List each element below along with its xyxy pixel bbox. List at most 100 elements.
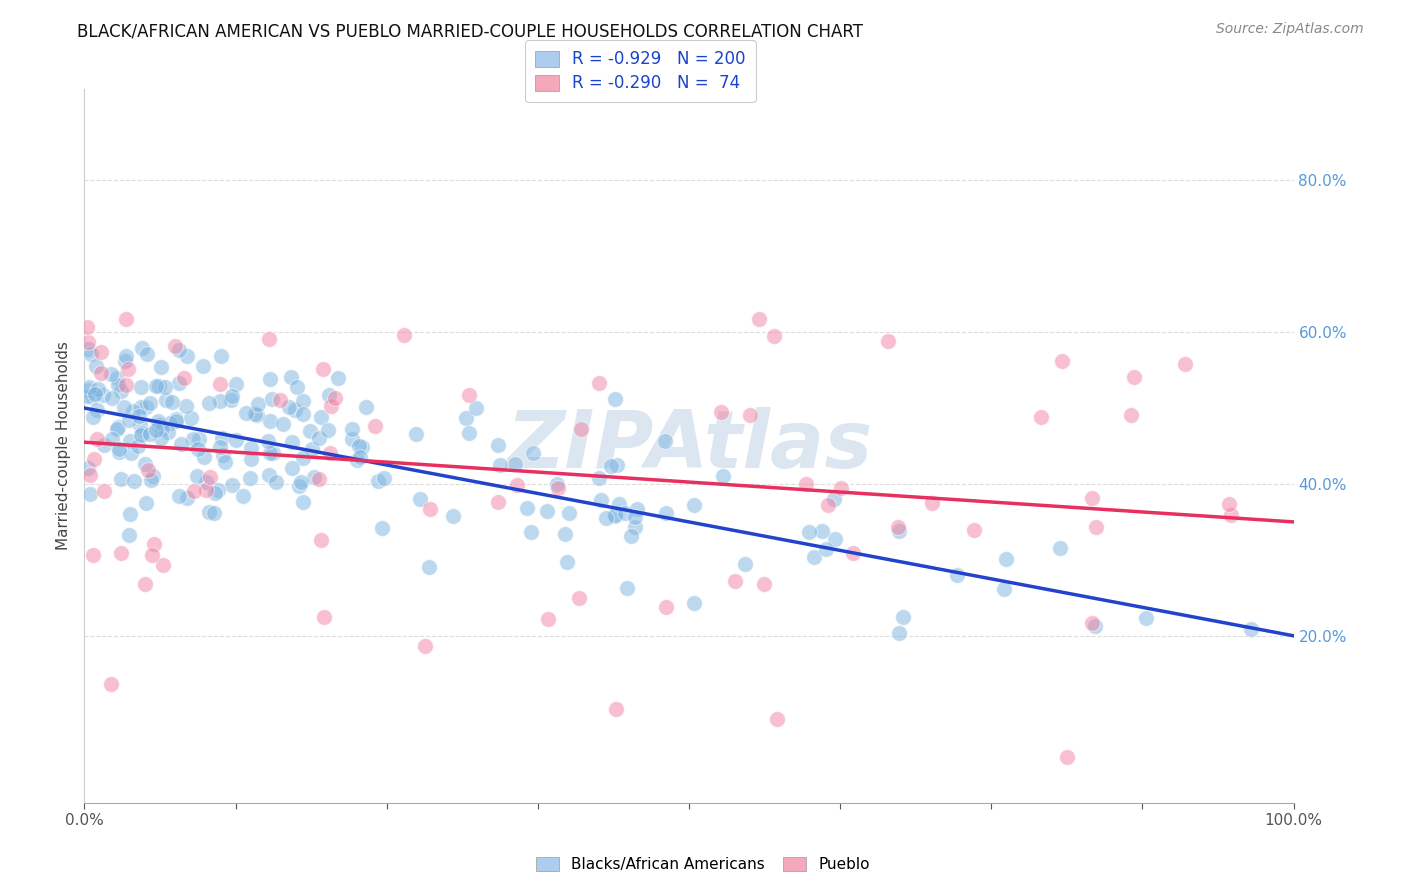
Point xyxy=(208,393,231,408)
Point xyxy=(169,376,191,390)
Point xyxy=(194,483,217,497)
Point xyxy=(1135,611,1157,625)
Point xyxy=(155,380,177,394)
Point xyxy=(174,399,197,413)
Point xyxy=(105,371,128,385)
Point xyxy=(887,524,910,538)
Point xyxy=(277,400,299,414)
Point xyxy=(100,367,122,381)
Point xyxy=(271,417,294,431)
Point xyxy=(112,400,135,414)
Point xyxy=(155,392,177,407)
Point xyxy=(1219,508,1241,522)
Point xyxy=(221,389,243,403)
Point xyxy=(763,328,786,343)
Point xyxy=(209,349,232,363)
Point xyxy=(79,487,101,501)
Text: Source: ZipAtlas.com: Source: ZipAtlas.com xyxy=(1216,22,1364,37)
Point xyxy=(157,425,180,439)
Point xyxy=(506,477,529,491)
Point xyxy=(995,551,1018,566)
Point xyxy=(129,428,152,442)
Legend: R = -0.929   N = 200, R = -0.290   N =  74: R = -0.929 N = 200, R = -0.290 N = 74 xyxy=(526,40,755,103)
Point xyxy=(235,406,257,420)
Point xyxy=(169,489,191,503)
Point xyxy=(121,404,143,418)
Point xyxy=(194,475,217,489)
Point xyxy=(1084,619,1107,633)
Point xyxy=(993,582,1015,597)
Point xyxy=(134,457,156,471)
Point xyxy=(418,559,440,574)
Point xyxy=(110,546,132,560)
Point xyxy=(120,446,142,460)
Point xyxy=(373,470,395,484)
Point xyxy=(86,382,108,396)
Point xyxy=(131,426,153,441)
Point xyxy=(243,407,266,421)
Point xyxy=(204,486,226,500)
Point xyxy=(891,609,914,624)
Point xyxy=(356,401,378,415)
Point xyxy=(946,568,969,582)
Point xyxy=(257,467,280,482)
Point xyxy=(503,457,526,471)
Point xyxy=(219,393,242,408)
Point xyxy=(346,452,368,467)
Point xyxy=(298,425,321,439)
Point xyxy=(139,395,162,409)
Point xyxy=(107,419,129,434)
Point xyxy=(239,471,262,485)
Point xyxy=(1218,497,1240,511)
Point xyxy=(309,533,332,547)
Point xyxy=(77,334,100,349)
Point xyxy=(176,491,198,505)
Point xyxy=(554,526,576,541)
Point xyxy=(139,473,162,487)
Point xyxy=(738,409,761,423)
Point xyxy=(889,625,911,640)
Text: ZIPAtlas: ZIPAtlas xyxy=(506,407,872,485)
Point xyxy=(288,479,311,493)
Point xyxy=(209,440,232,454)
Point xyxy=(281,460,304,475)
Point xyxy=(291,495,314,509)
Point xyxy=(141,548,163,562)
Point xyxy=(1084,520,1107,534)
Point xyxy=(145,424,167,438)
Point xyxy=(183,484,205,499)
Point xyxy=(537,612,560,626)
Point xyxy=(605,702,627,716)
Point xyxy=(165,414,187,428)
Point xyxy=(207,483,229,498)
Point xyxy=(536,504,558,518)
Point xyxy=(77,380,100,394)
Point xyxy=(114,377,136,392)
Point xyxy=(1050,354,1073,368)
Point xyxy=(465,401,488,416)
Point xyxy=(239,451,262,466)
Point xyxy=(558,506,581,520)
Point xyxy=(208,376,231,391)
Point xyxy=(76,389,98,403)
Point xyxy=(110,384,132,398)
Point xyxy=(129,380,152,394)
Point xyxy=(77,383,100,397)
Point xyxy=(824,533,846,547)
Point xyxy=(748,312,770,326)
Point xyxy=(107,378,129,392)
Point xyxy=(246,408,269,422)
Point xyxy=(614,507,637,521)
Point xyxy=(135,400,157,414)
Point xyxy=(82,409,104,424)
Point xyxy=(142,468,165,483)
Point xyxy=(262,446,284,460)
Point xyxy=(799,524,821,539)
Point xyxy=(105,422,128,436)
Point xyxy=(291,407,314,421)
Point xyxy=(569,422,592,436)
Point xyxy=(162,395,184,409)
Point xyxy=(269,393,291,408)
Point xyxy=(624,520,647,534)
Point xyxy=(197,505,219,519)
